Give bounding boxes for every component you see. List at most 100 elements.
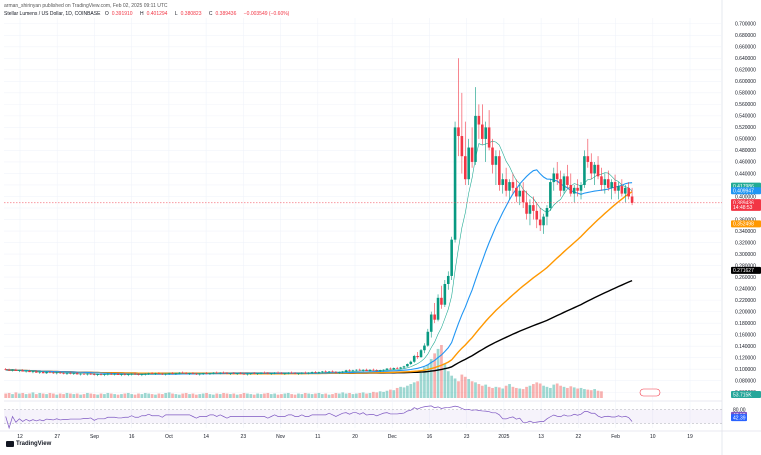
volume-bar (453, 378, 457, 398)
price-tag (731, 203, 761, 211)
candle-body (198, 373, 202, 375)
y-tick-label: 0.260000 (735, 275, 756, 281)
y-tick-label: 0.200000 (735, 309, 756, 315)
candle-body (600, 176, 603, 185)
volume-bar (327, 394, 331, 398)
x-tick-label: Feb (611, 434, 620, 440)
volume-bar (191, 393, 195, 398)
volume-bar (72, 394, 76, 398)
candle-body (246, 373, 249, 375)
volume-bar (303, 392, 307, 398)
candle-body (191, 373, 195, 374)
volume-bar (542, 385, 545, 398)
candle-body (259, 372, 263, 374)
candle-body (467, 147, 470, 180)
candle-body (164, 373, 167, 375)
y-tick-label: 0.360000 (735, 217, 756, 223)
candle-body (569, 184, 573, 194)
candle-body (579, 184, 583, 191)
candle-body (487, 127, 491, 148)
candle-body (583, 156, 586, 185)
candle-body (310, 372, 314, 373)
candle-body (589, 161, 593, 174)
volume-bar (28, 393, 31, 398)
volume-bar (106, 392, 110, 398)
candle-body (423, 345, 426, 351)
candle-body (382, 369, 385, 371)
volume-bar (331, 394, 334, 398)
candle-body (593, 164, 596, 174)
candle-body (572, 187, 576, 194)
candle-body (389, 368, 392, 370)
volume-bar (389, 389, 392, 398)
volume-bar (269, 394, 273, 398)
candle-body (225, 373, 229, 374)
volume-bar (372, 391, 375, 398)
candle-body (327, 371, 331, 373)
candle-body (58, 372, 62, 374)
candle-body (303, 372, 307, 374)
symbol-title[interactable]: Stellar Lumens / US Dollar, 1D, COINBASE (4, 11, 101, 17)
volume-bar (297, 393, 300, 398)
price-tag (731, 266, 761, 274)
candle-body (130, 373, 133, 375)
candle-body (623, 187, 627, 194)
x-tick-label: 13 (538, 434, 544, 440)
candle-body (256, 373, 259, 374)
ohlc-close: C 0.389436 (208, 11, 237, 17)
volume-bar (436, 348, 440, 398)
volume-bar (532, 384, 535, 398)
volume-bar (232, 393, 236, 398)
candle-body (416, 355, 419, 358)
volume-bar (34, 394, 38, 398)
candle-body (368, 369, 372, 371)
tradingview-logo[interactable]: TradingView (6, 441, 51, 447)
volume-bar (361, 392, 365, 398)
y-tick-label: 0.140000 (735, 344, 756, 350)
candle-body (481, 124, 484, 139)
volume-bar (263, 393, 266, 398)
volume-bar (116, 394, 120, 398)
volume-bar (549, 387, 552, 398)
volume-bar (133, 394, 137, 398)
volume-bar (477, 384, 481, 398)
volume-bar (140, 394, 144, 398)
candle-body (52, 372, 55, 374)
volume-bar (378, 391, 382, 398)
candle-body (436, 297, 440, 320)
volume-series (4, 345, 603, 398)
volume-bar (419, 372, 423, 398)
volume-bar (317, 392, 321, 398)
candle-body (518, 190, 522, 197)
candle-body (86, 373, 89, 375)
volume-bar (222, 392, 225, 398)
volume-bar (538, 383, 542, 398)
candle-body (24, 370, 28, 372)
candle-body (126, 374, 130, 375)
volume-bar (354, 393, 358, 398)
x-tick-label: Nov (276, 434, 285, 440)
volume-bar (423, 367, 426, 398)
x-tick-label: 23 (241, 434, 247, 440)
volume-bar (416, 381, 419, 398)
volume-bar (450, 375, 454, 398)
rsi-pane: 80.0047.5042.39 (4, 405, 747, 430)
candle-body (348, 370, 351, 371)
candle-body (174, 373, 178, 374)
volume-bar (440, 345, 443, 398)
volume-tag-label: 53.715K (733, 393, 752, 399)
volume-bar (157, 393, 161, 398)
candle-body (14, 369, 18, 371)
plot-area (4, 18, 722, 428)
candle-body (538, 219, 542, 226)
candle-body (375, 370, 379, 371)
volume-bar (426, 364, 430, 398)
candle-body (426, 331, 430, 346)
volume-bar (579, 387, 583, 398)
candle-body (314, 372, 317, 373)
candle-body (4, 369, 7, 370)
volume-bar (11, 394, 14, 398)
volume-bar (583, 389, 586, 398)
volume-bar (474, 382, 477, 398)
